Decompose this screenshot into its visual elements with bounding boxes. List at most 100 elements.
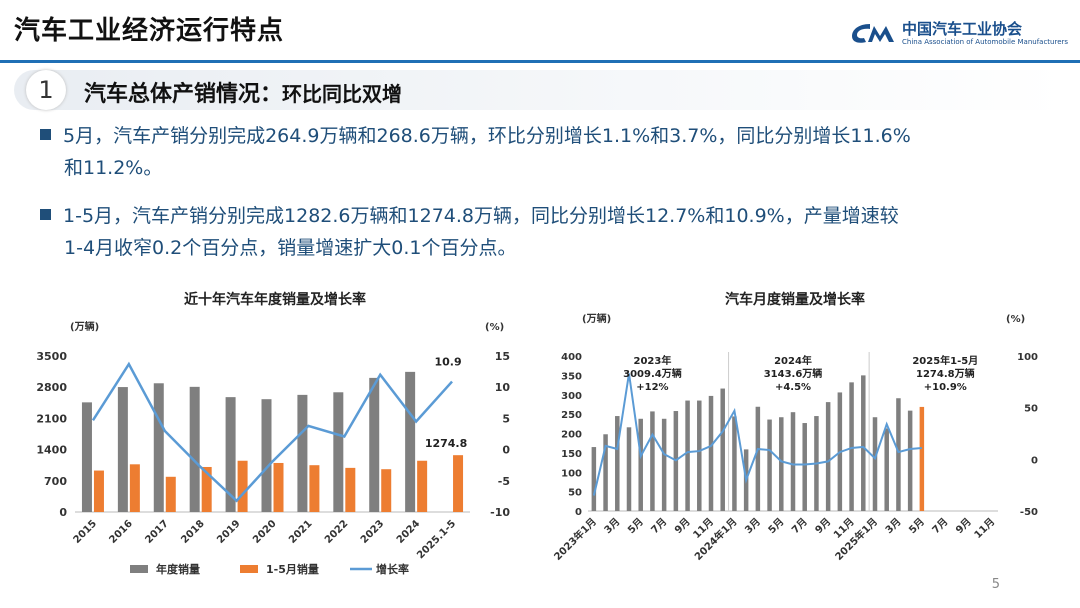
bar-monthly-sales	[767, 419, 772, 511]
bar-monthly-sales	[896, 398, 901, 511]
bar-annual-sales	[117, 387, 128, 512]
slide-header: 汽车工业经济运行特点 中国汽车工业协会 China Association of…	[0, 0, 1080, 64]
bar-monthly-sales	[907, 410, 913, 511]
bar-jan-may-sales	[417, 460, 428, 512]
y-tick-left: 300	[561, 391, 582, 402]
growth-rate-line	[592, 373, 922, 496]
y-tick-left: 100	[561, 468, 582, 479]
logo-english-name: China Association of Automobile Manufact…	[902, 38, 1069, 46]
section-number: 1	[26, 70, 66, 110]
x-tick-label: 3月	[602, 516, 622, 536]
bar-jan-may-sales	[165, 476, 176, 512]
bar-monthly-sales	[626, 427, 632, 511]
x-tick-label: 2021	[287, 518, 314, 545]
bar-monthly-sales	[732, 416, 737, 511]
data-label-sales: 1274.8	[425, 437, 467, 450]
legend-swatch	[240, 565, 258, 573]
y-tick-right: 10	[495, 381, 511, 394]
legend-label: 增长率	[376, 562, 409, 576]
y-tick-left: 2100	[36, 412, 67, 425]
x-tick-label: 2025.1-5	[415, 518, 458, 561]
x-tick-label: 7月	[649, 516, 669, 536]
y-tick-right: 5	[502, 412, 510, 425]
x-tick-label: 2023	[359, 518, 386, 545]
x-tick-label: 2016	[108, 518, 135, 545]
bar-monthly-sales	[825, 402, 831, 511]
bar-current-month-sales	[919, 406, 925, 511]
monthly-sales-chart: 汽车月度销量及增长率 (万辆) (%) 0 50 100 150 200 250 300 350 40…	[551, 291, 1038, 563]
bar-jan-may-sales	[93, 470, 104, 512]
x-tick-label: 2020	[251, 518, 278, 545]
bar-annual-sales	[369, 377, 380, 512]
x-tick-label: 5月	[766, 516, 786, 536]
bar-monthly-sales	[802, 423, 807, 511]
year-annotation: +10.9%	[924, 382, 967, 393]
y-tick-left: 2800	[36, 381, 67, 394]
section-subtitle: 环比同比双增	[282, 82, 403, 106]
y-tick-right: 100	[1017, 352, 1038, 363]
bar-monthly-sales	[720, 388, 725, 511]
bar-monthly-sales	[650, 411, 655, 511]
page-number: 5	[991, 577, 1000, 592]
x-tick-label: 5月	[906, 516, 926, 536]
year-annotation: 2023年	[634, 354, 672, 367]
bar-monthly-sales	[884, 428, 889, 511]
bullet-square-icon	[40, 129, 51, 140]
y-tick-right: -5	[498, 475, 510, 488]
bullet-jan-may: 1-5月，汽车产销分别完成1282.6万辆和1274.8万辆，同比分别增长12.…	[40, 200, 1050, 264]
x-tick-label: 7月	[930, 516, 950, 536]
bar-jan-may-sales	[381, 469, 392, 512]
x-tick-label: 3月	[742, 516, 762, 536]
bar-monthly-sales	[591, 447, 597, 511]
section-bar	[14, 70, 1066, 110]
chart-title: 汽车月度销量及增长率	[725, 291, 865, 308]
year-annotation: 3009.4万辆	[623, 367, 682, 380]
chart-title: 近十年汽车年度销量及增长率	[184, 291, 366, 308]
y-tick-left: 250	[561, 410, 582, 421]
bar-jan-may-sales	[201, 466, 212, 512]
bar-monthly-sales	[779, 417, 784, 511]
caam-logo-icon	[852, 24, 894, 43]
bullet-text-line1: 5月，汽车产销分别完成264.9万辆和268.6万辆，环比分别增长1.1%和3.…	[63, 125, 911, 147]
bar-monthly-sales	[685, 400, 690, 511]
x-tick-label: 2019	[215, 518, 242, 545]
y-tick-left: 1400	[36, 444, 67, 457]
legend-swatch	[130, 565, 148, 573]
bullet-square-icon	[40, 209, 51, 220]
bar-annual-sales	[153, 383, 164, 512]
bar-annual-sales	[261, 399, 272, 512]
slide-title: 汽车工业经济运行特点	[14, 16, 285, 46]
annual-sales-chart: 近十年汽车年度销量及增长率 (万辆) (%) 0 700 1400 2100 2800 3500…	[36, 291, 511, 576]
x-tick-label: 11月	[972, 516, 997, 541]
bar-monthly-sales	[790, 412, 796, 511]
section-title-main: 汽车总体产销情况：	[84, 82, 283, 107]
bar-monthly-sales	[603, 434, 608, 511]
x-tick-label: 2023年1月	[551, 515, 599, 563]
y-tick-left: 200	[561, 430, 582, 441]
y-axis-left-label: (万辆)	[582, 312, 611, 325]
y-tick-left: 150	[561, 449, 582, 460]
y-axis-left-label: (万辆)	[70, 320, 99, 333]
bullet-text-line1: 1-5月，汽车产销分别完成1282.6万辆和1274.8万辆，同比分别增长12.…	[63, 205, 899, 227]
year-annotation: 2025年1-5月	[912, 354, 978, 367]
data-label-growth: 10.9	[434, 356, 461, 369]
bar-jan-may-sales	[453, 455, 464, 512]
bullet-text-line2: 和11.2%。	[64, 157, 163, 179]
bullet-may: 5月，汽车产销分别完成264.9万辆和268.6万辆，环比分别增长1.1%和3.…	[40, 120, 1050, 184]
bar-monthly-sales	[861, 375, 866, 511]
year-annotation: 2024年	[774, 354, 812, 367]
bar-monthly-sales	[872, 417, 878, 511]
bar-monthly-sales	[849, 382, 854, 511]
x-tick-label: 5月	[625, 516, 645, 536]
bar-monthly-sales	[661, 418, 667, 511]
x-tick-label: 2017	[143, 518, 170, 545]
x-tick-label: 2015	[72, 518, 99, 545]
bar-annual-sales	[333, 392, 344, 512]
y-axis-right-label: (%)	[1006, 314, 1025, 325]
bar-annual-sales	[405, 371, 416, 512]
bar-monthly-sales	[638, 418, 643, 511]
x-tick-label: 9月	[813, 516, 833, 536]
bar-monthly-sales	[697, 400, 702, 511]
bar-annual-sales	[81, 402, 92, 512]
y-tick-right: 0	[1031, 455, 1038, 466]
